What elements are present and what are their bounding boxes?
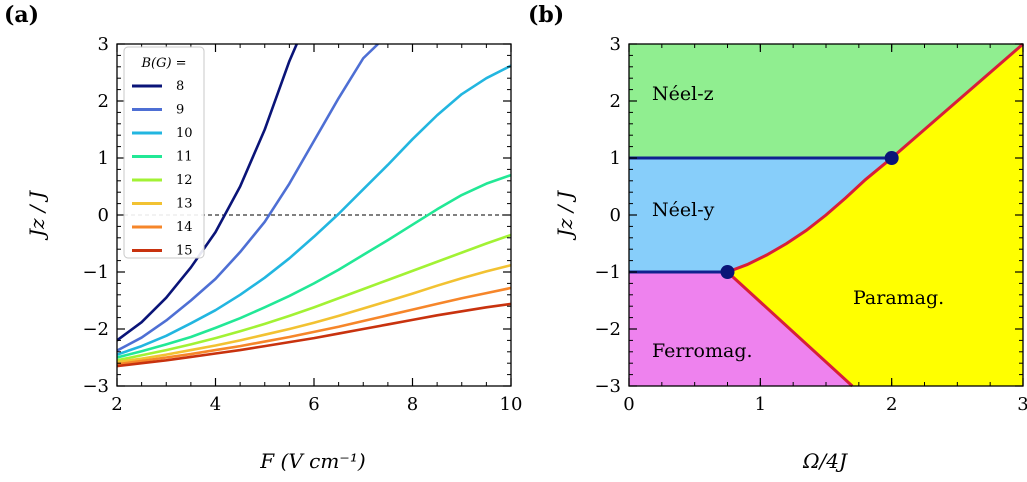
panel-a-x-tick-label: 2 [111, 394, 122, 415]
series-line-B15 [117, 302, 511, 368]
legend-entry-label: 15 [176, 244, 193, 259]
panel-a-plot-area [117, 44, 511, 368]
panel-b-label: (b) [528, 2, 564, 28]
panel-b-y-tick-label: −3 [594, 376, 621, 397]
series-line-B11 [117, 173, 511, 359]
panel-a-y-tick-label: −2 [82, 319, 109, 340]
panel-b-y-tick-label: 2 [610, 91, 621, 112]
panel-a-legend: B(G) = 8 9 10 11 12 13 14 15 [123, 46, 205, 259]
legend-entry-label: 12 [176, 173, 193, 188]
boundary-ferromag-paramag [726, 270, 854, 388]
legend-frame [123, 46, 205, 259]
legend-items: 8 9 10 11 12 13 14 15 [132, 79, 193, 259]
series-line-B9 [117, 44, 379, 352]
panel-b-x-tick-label: 1 [755, 394, 766, 415]
panel-b-y-tick-label: −2 [594, 319, 621, 340]
series-line-B8 [117, 44, 298, 342]
series-line-B14 [117, 286, 511, 366]
panel-b-plot-area: Néel-z Néel-y Ferromag. Paramag. [629, 42, 1024, 388]
legend-entry-label: 13 [176, 197, 193, 212]
boundary-neel-y-paramag [726, 156, 893, 274]
panel-b-y-tick-label: 0 [610, 205, 621, 226]
panel-a-series-group [117, 44, 511, 368]
region-label-neel-y: Néel-y [652, 199, 715, 221]
series-line-B13 [117, 263, 511, 364]
panel-b-x-axis-label: Ω/4J [802, 449, 848, 473]
region-label-ferromag: Ferromag. [652, 340, 753, 362]
panel-a-x-tick-label: 8 [407, 394, 418, 415]
legend-entry-label: 9 [176, 103, 184, 118]
panel-b-y-tick-label: 1 [610, 148, 621, 169]
series-line-B12 [117, 233, 511, 362]
panel-b-y-tick-label: −1 [594, 262, 621, 283]
legend-title: B(G) = [140, 56, 186, 71]
panel-b-y-tick-label: 3 [610, 34, 621, 55]
series-line-B10 [117, 64, 511, 356]
panel-a-label: (a) [4, 2, 39, 28]
panel-b-x-tick-label: 0 [623, 394, 634, 415]
panel-a-x-tick-label: 10 [500, 394, 523, 415]
panel-a-y-tick-label: 3 [98, 34, 109, 55]
region-ferromagnetic [629, 272, 853, 386]
panel-a-frame [116, 43, 512, 387]
legend-entry-label: 14 [176, 220, 193, 235]
panel-a-y-tick-label: −1 [82, 262, 109, 283]
region-label-paramag: Paramag. [853, 287, 944, 309]
panel-b-frame [628, 43, 1024, 387]
triple-point-marker [884, 151, 899, 165]
region-neel-y [629, 158, 892, 272]
legend-entry-label: 8 [176, 79, 184, 94]
panel-b-phase-diagram: Néel-z Néel-y Ferromag. Paramag. 0 1 2 3 −3 −2 −1… [553, 34, 1027, 473]
panel-b-y-axis-label: Jz / J [553, 190, 577, 241]
legend-entry-label: 11 [176, 150, 193, 165]
panel-b-axes: 0 1 2 3 −3 −2 −1 0 1 2 3 [594, 34, 1027, 415]
boundary-neel-z-paramag [890, 42, 1024, 160]
panel-a-y-tick-label: 0 [98, 205, 109, 226]
panel-a-y-tick-label: 1 [98, 148, 109, 169]
panel-b-x-tick-label: 2 [886, 394, 897, 415]
panel-a-x-tick-label: 4 [210, 394, 221, 415]
panel-b-x-tick-label: 3 [1017, 394, 1027, 415]
panel-a-x-tick-label: 6 [308, 394, 319, 415]
triple-point-marker [720, 265, 735, 279]
panel-a-y-tick-label: 2 [98, 91, 109, 112]
legend-entry-label: 10 [176, 126, 193, 141]
panel-a-x-axis-label: F (V cm⁻¹) [259, 449, 365, 473]
panel-a-y-tick-label: −3 [82, 376, 109, 397]
region-label-neel-z: Néel-z [652, 83, 714, 105]
panel-a-y-axis-label: Jz / J [25, 190, 49, 241]
